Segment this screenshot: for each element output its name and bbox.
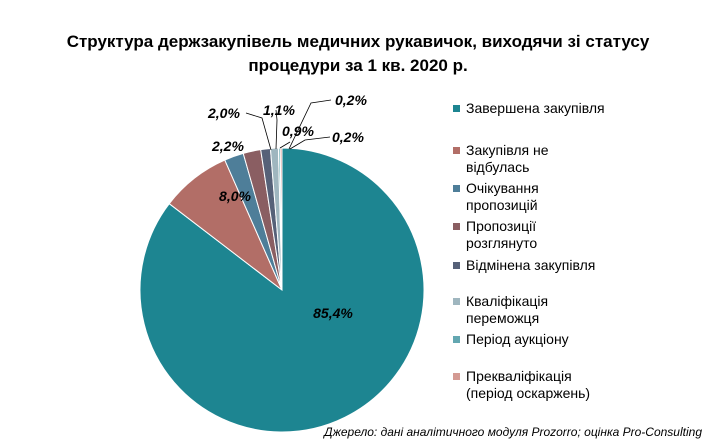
legend-label-2-line-1: Закупівля не bbox=[466, 142, 549, 158]
chart-title: Структура держзакупівель медичних рукави… bbox=[0, 30, 716, 78]
data-label-2: 8,0% bbox=[219, 188, 251, 204]
leader-line-5 bbox=[279, 141, 291, 149]
legend-label-8-line-2: (період оскаржень) bbox=[466, 385, 591, 401]
data-label-4: 2,0% bbox=[207, 105, 240, 121]
legend-swatch-3 bbox=[453, 185, 460, 192]
legend-swatch-1 bbox=[453, 105, 460, 112]
legend-label-4-line-2: розглянуто bbox=[466, 235, 538, 251]
legend-label-3-line-1: Очікування bbox=[466, 180, 539, 196]
leader-line-3 bbox=[245, 112, 272, 151]
legend-label-3: Очікування пропозицій bbox=[466, 180, 666, 214]
data-label-1: 85,4% bbox=[313, 305, 353, 321]
legend-label-6: Кваліфікація переможця bbox=[466, 293, 666, 327]
legend-label-7: Період аукціону bbox=[466, 331, 666, 348]
legend-swatch-2 bbox=[453, 147, 460, 154]
source-note: Джерело: дані аналітичного модуля Prozor… bbox=[324, 425, 702, 439]
legend-label-8-line-1: Прекваліфікація bbox=[466, 368, 572, 384]
legend-swatch-8 bbox=[453, 373, 460, 380]
legend-label-4: Пропозиції розглянуто bbox=[466, 218, 666, 252]
legend-label-2: Закупівля не відбулась bbox=[466, 142, 666, 176]
legend-label-5-line-1: Відмінена закупівля bbox=[466, 257, 596, 273]
legend-label-2-line-2: відбулась bbox=[466, 159, 530, 175]
leader-line-4 bbox=[275, 109, 278, 150]
legend-label-1: Завершена закупівля bbox=[466, 100, 666, 117]
leader-line-8 bbox=[289, 136, 331, 150]
data-label-6: 0,9% bbox=[282, 123, 314, 139]
legend-label-1-line-1: Завершена закупівля bbox=[466, 100, 605, 116]
legend-swatch-7 bbox=[453, 336, 460, 343]
data-label-8: 0,2% bbox=[332, 129, 364, 145]
legend-swatch-6 bbox=[453, 298, 460, 305]
legend-label-5: Відмінена закупівля bbox=[466, 257, 666, 274]
chart-title-line-1: Структура держзакупівель медичних рукави… bbox=[66, 32, 650, 51]
legend-label-8: Прекваліфікація (період оскаржень) bbox=[466, 368, 666, 402]
data-label-7: 0,2% bbox=[335, 92, 367, 108]
legend-swatch-4 bbox=[453, 223, 460, 230]
legend-swatch-5 bbox=[453, 262, 460, 269]
data-label-5: 1,1% bbox=[263, 102, 295, 118]
data-label-3: 2,2% bbox=[211, 138, 244, 154]
legend-label-6-line-2: переможця bbox=[466, 310, 540, 326]
chart-title-line-2: процедури за 1 кв. 2020 р. bbox=[248, 56, 468, 75]
legend-label-3-line-2: пропозицій bbox=[466, 197, 538, 213]
legend-label-4-line-1: Пропозиції bbox=[466, 218, 537, 234]
leader-line-7 bbox=[288, 99, 332, 150]
legend-label-7-line-1: Період аукціону bbox=[466, 331, 569, 347]
legend-label-6-line-1: Кваліфікація bbox=[466, 293, 549, 309]
